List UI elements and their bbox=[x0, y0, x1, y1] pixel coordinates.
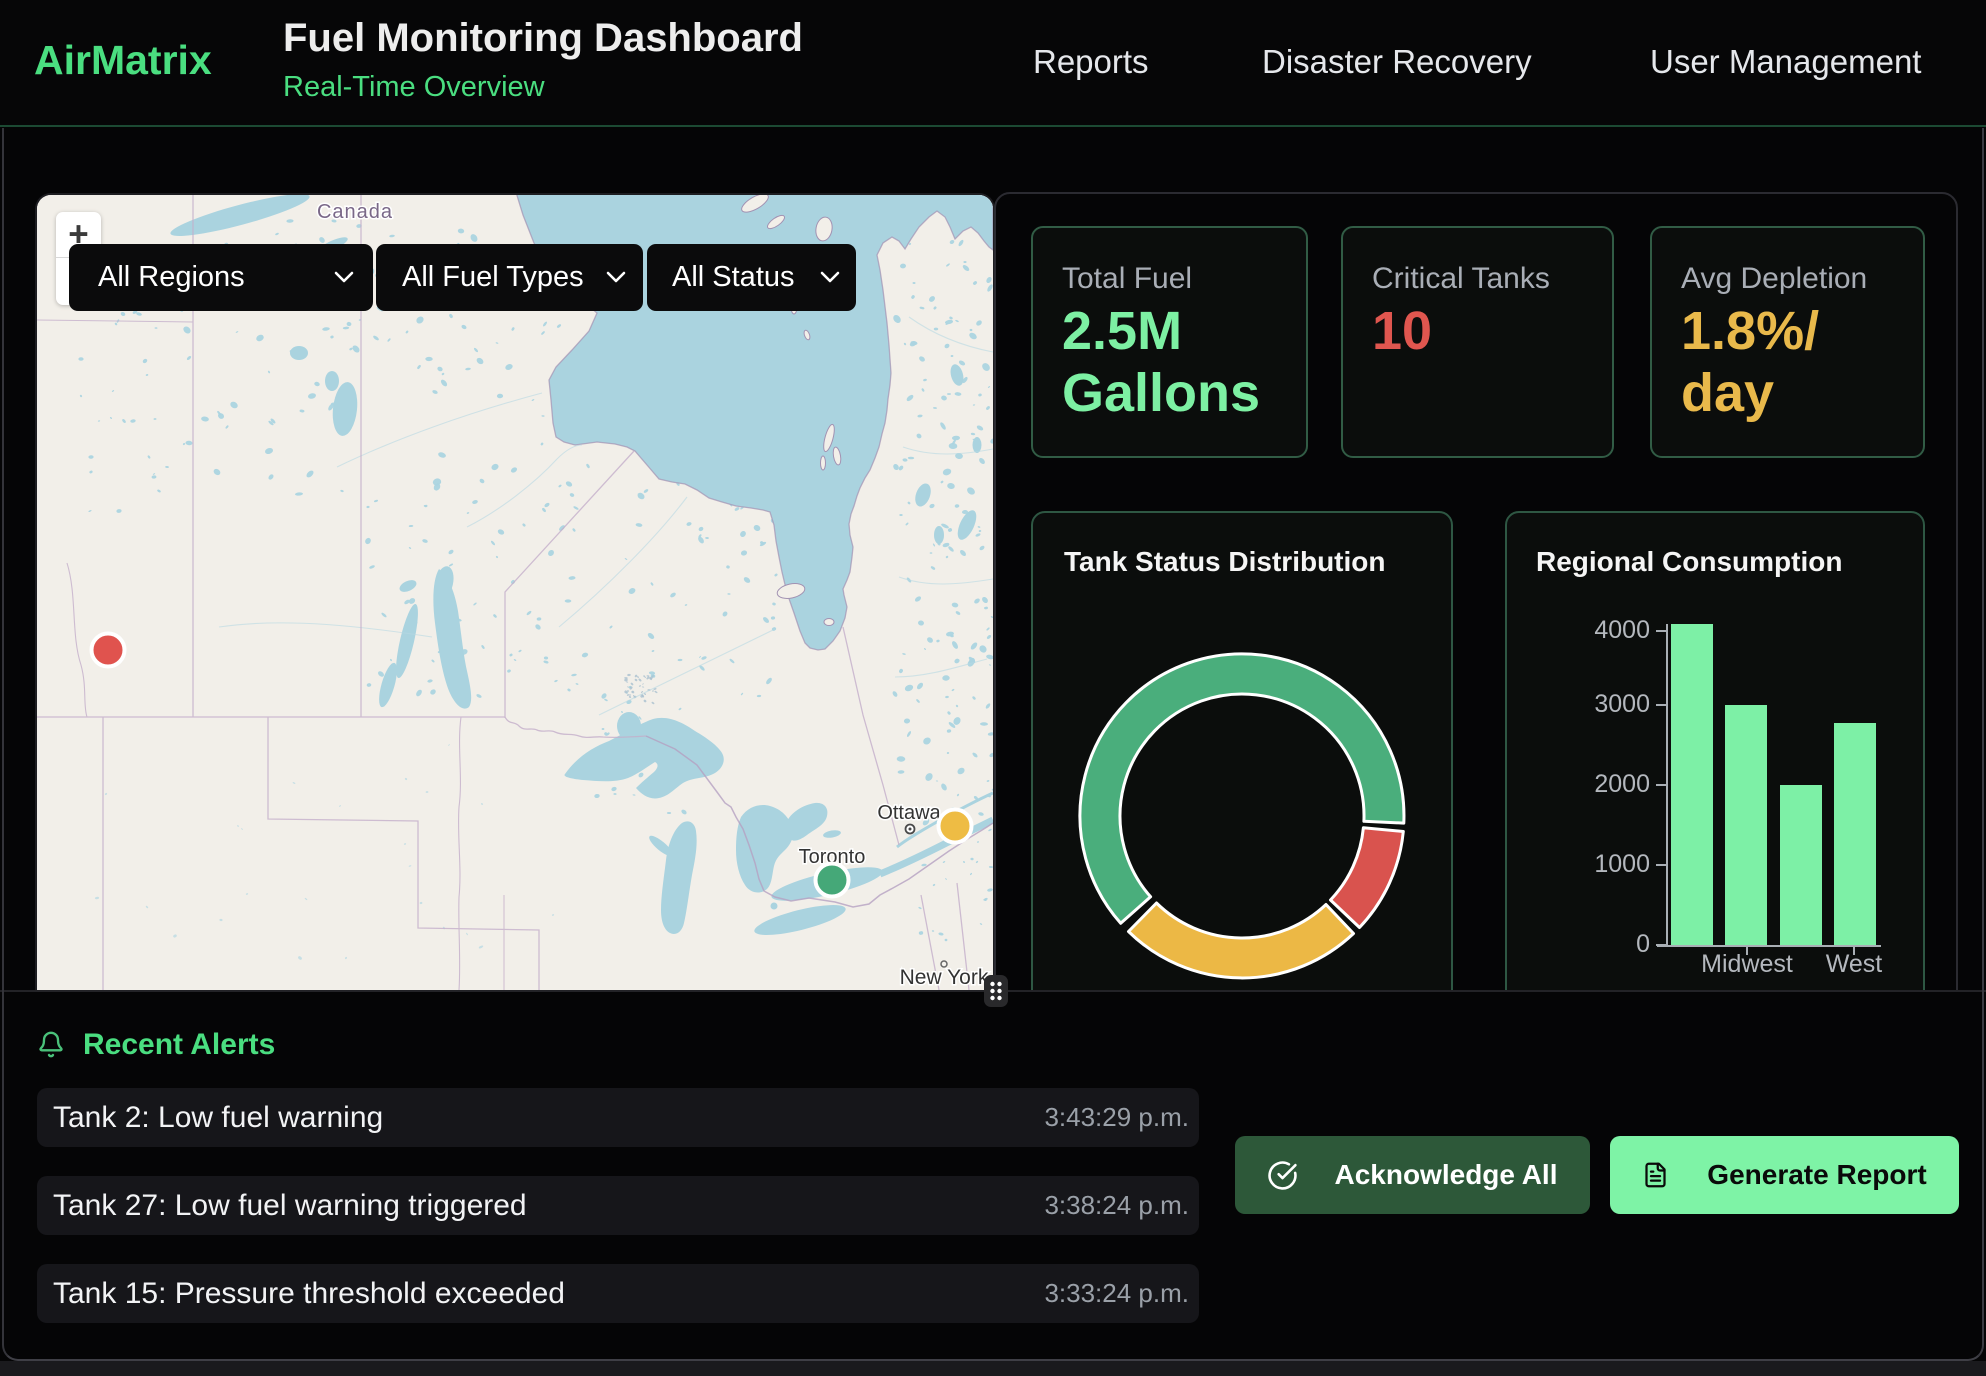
svg-text:Ottawa: Ottawa bbox=[877, 802, 941, 824]
svg-text:Toronto: Toronto bbox=[799, 846, 866, 868]
svg-text:Canada: Canada bbox=[317, 201, 393, 223]
svg-text:New York: New York bbox=[900, 966, 989, 989]
